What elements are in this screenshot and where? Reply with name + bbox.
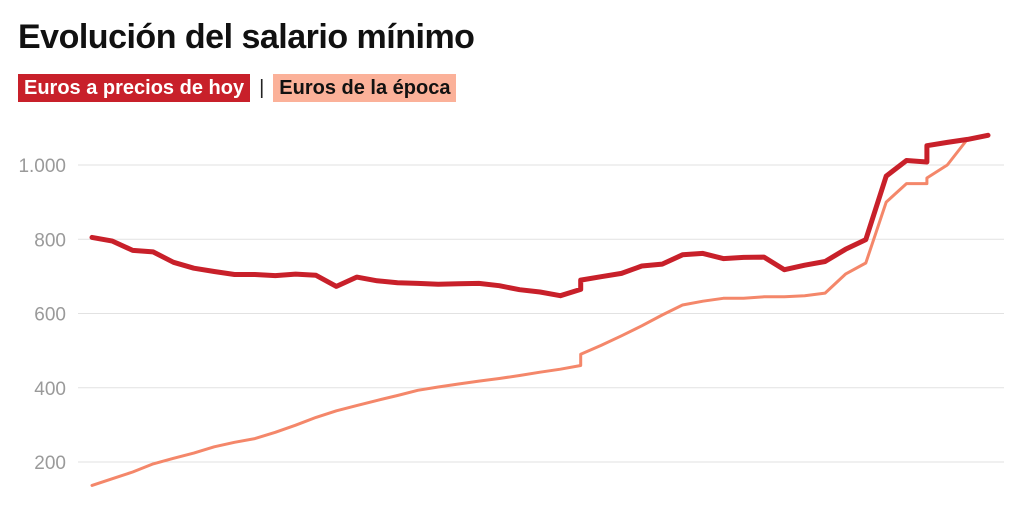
legend-item-precios-hoy: Euros a precios de hoy (18, 74, 251, 102)
y-tick-label: 1.000 (18, 156, 66, 177)
chart-title: Evolución del salario mínimo (18, 18, 475, 56)
y-tick-label: 200 (34, 453, 66, 474)
y-tick-label: 800 (34, 230, 66, 251)
legend-item-euros-epoca: Euros de la época (273, 74, 457, 102)
y-tick-label: 400 (34, 379, 66, 400)
legend-separator: | (259, 77, 265, 99)
series-line-precios-hoy (89, 132, 991, 299)
series-line-euros-epoca (90, 133, 990, 487)
y-tick-label: 600 (34, 305, 66, 326)
legend: Euros a precios de hoy | Euros de la épo… (18, 74, 457, 102)
